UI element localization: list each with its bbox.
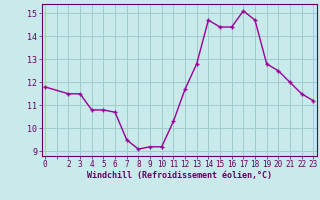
X-axis label: Windchill (Refroidissement éolien,°C): Windchill (Refroidissement éolien,°C) [87, 171, 272, 180]
